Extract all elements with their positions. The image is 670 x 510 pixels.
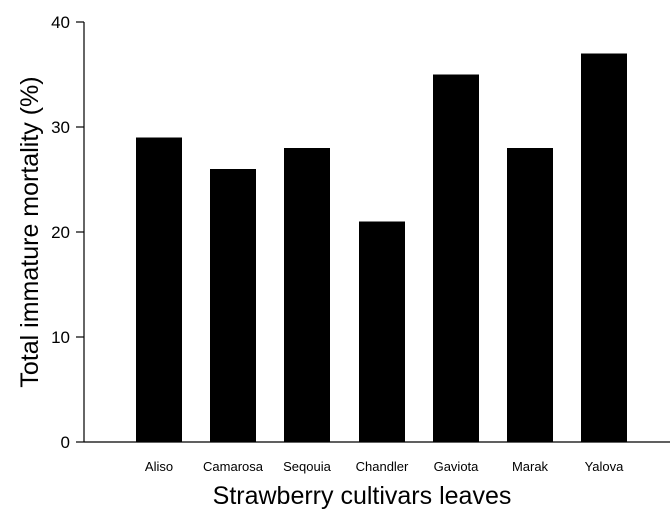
y-tick-label: 10 <box>51 328 70 347</box>
y-tick-label: 20 <box>51 223 70 242</box>
y-tick-label: 40 <box>51 13 70 32</box>
bar-marak <box>507 148 553 442</box>
x-axis-label: Strawberry cultivars leaves <box>213 482 512 510</box>
y-axis-label: Total immature mortality (%) <box>16 76 44 387</box>
bar-aliso <box>136 137 182 442</box>
bar-chandler <box>359 221 405 442</box>
y-tick-label: 30 <box>51 118 70 137</box>
bar-seqouia <box>284 148 330 442</box>
x-tick-label: Chandler <box>356 459 409 474</box>
x-tick-label: Camarosa <box>203 459 264 474</box>
bar-gaviota <box>433 74 479 442</box>
x-ticks-group: Aliso Camarosa Seqouia Chandler Gaviota Marak… <box>145 459 624 474</box>
x-tick-label: Seqouia <box>283 459 331 474</box>
bar-camarosa <box>210 169 256 442</box>
x-tick-label: Yalova <box>585 459 625 474</box>
y-ticks-group: 0 10 20 30 40 <box>51 13 84 452</box>
x-tick-label: Aliso <box>145 459 173 474</box>
x-tick-label: Marak <box>512 459 549 474</box>
bar-yalova <box>581 53 627 442</box>
bars-group <box>136 53 627 442</box>
y-tick-label: 0 <box>61 433 70 452</box>
x-tick-label: Gaviota <box>434 459 480 474</box>
